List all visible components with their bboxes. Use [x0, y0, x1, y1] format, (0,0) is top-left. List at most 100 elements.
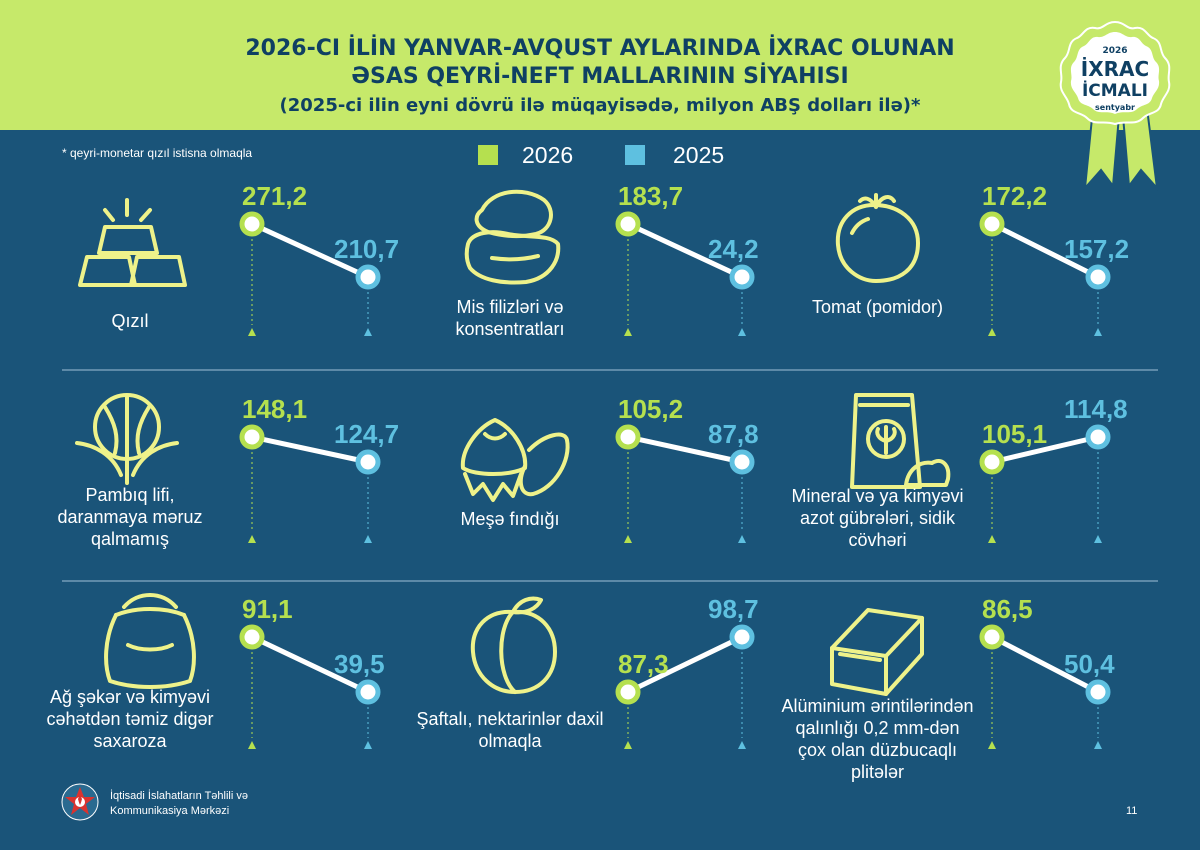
badge-line-1: İXRAC	[1081, 57, 1149, 81]
organization-name: İqtisadi İslahatların Təhlili və Kommuni…	[110, 789, 248, 819]
item-label: Qızıl	[111, 311, 149, 331]
legend-swatch-2025	[625, 145, 645, 165]
value-label-2026: 148,1	[242, 394, 307, 424]
value-label-2026: 172,2	[982, 181, 1047, 211]
triangle-marker-2026	[624, 535, 632, 543]
row-divider	[62, 369, 1158, 371]
cotton-icon	[75, 393, 179, 485]
organization-name-line-1: İqtisadi İslahatların Təhlili və	[110, 790, 248, 802]
slope-line	[625, 434, 745, 465]
triangle-marker-2025	[364, 535, 372, 543]
value-label-2025: 87,8	[708, 419, 759, 449]
triangle-marker-2025	[1094, 328, 1102, 336]
point-2025	[355, 449, 381, 475]
triangle-marker-2026	[988, 535, 996, 543]
point-2026	[239, 624, 265, 650]
point-2025	[729, 264, 755, 290]
point-2026	[979, 211, 1005, 237]
slope-line	[625, 221, 745, 280]
subtitle: (2025-ci ilin eyni dövrü ilə müqayisədə,…	[279, 95, 921, 116]
item-label: Pambıq lifi, daranmaya məruz qalmamış	[57, 485, 203, 549]
page-number: 11	[1126, 805, 1138, 817]
peach-icon	[470, 596, 557, 694]
item-label: Alüminium ərintilərindən qalınlığı 0,2 m…	[781, 696, 974, 782]
value-label-2026: 271,2	[242, 181, 307, 211]
slope-line	[989, 634, 1101, 695]
triangle-marker-2026	[988, 741, 996, 749]
hazelnut-icon	[460, 418, 570, 502]
slope-line	[989, 221, 1101, 280]
triangle-marker-2025	[738, 535, 746, 543]
copper-ore-icon	[464, 189, 561, 285]
item-label: Ağ şəkər və kimyəvi cəhətdən təmiz digər…	[46, 687, 214, 751]
legend-swatch-2026	[478, 145, 498, 165]
point-2026	[979, 449, 1005, 475]
triangle-marker-2026	[248, 741, 256, 749]
tomato-icon	[835, 193, 920, 283]
sugar-sack-icon	[104, 593, 196, 689]
title-line-2: ƏSAS QEYRİ-NEFT MALLARININ SİYAHISI	[351, 64, 849, 89]
value-label-2025: 50,4	[1064, 649, 1115, 679]
slope-line	[989, 434, 1101, 465]
slope-line	[249, 221, 371, 280]
point-2025	[1085, 264, 1111, 290]
value-label-2025: 98,7	[708, 594, 759, 624]
triangle-marker-2025	[738, 328, 746, 336]
badge-year: 2026	[1102, 46, 1127, 56]
triangle-marker-2025	[364, 328, 372, 336]
aluminium-plate-icon	[830, 608, 924, 696]
fertilizer-bag-icon	[850, 393, 951, 489]
badge-month: sentyabr	[1095, 103, 1135, 112]
organization-name-line-2: Kommunikasiya Mərkəzi	[110, 805, 230, 817]
item-label: Meşə fındığı	[460, 509, 560, 529]
title-line-1: 2026-CI İLİN YANVAR-AVQUST AYLARINDA İXR…	[245, 36, 955, 61]
item-label: Mineral və ya kimyəvi azot gübrələri, si…	[791, 486, 964, 550]
point-2025	[1085, 679, 1111, 705]
point-2025	[355, 264, 381, 290]
point-2026	[615, 211, 641, 237]
azerbaijan-emblem-icon	[61, 783, 99, 821]
triangle-marker-2025	[364, 741, 372, 749]
triangle-marker-2026	[248, 535, 256, 543]
item-label: Şaftalı, nektarinlər daxil olmaqla	[416, 709, 604, 751]
slope-line	[625, 634, 745, 695]
point-2026	[979, 624, 1005, 650]
value-label-2025: 210,7	[334, 234, 399, 264]
legend-label-2026: 2026	[522, 142, 574, 168]
value-label-2025: 124,7	[334, 419, 399, 449]
point-2026	[615, 424, 641, 450]
item-label: Tomat (pomidor)	[811, 297, 944, 317]
point-2026	[239, 424, 265, 450]
point-2026	[615, 679, 641, 705]
slope-line	[249, 434, 371, 465]
triangle-marker-2025	[738, 741, 746, 749]
point-2025	[1085, 424, 1111, 450]
row-divider	[62, 580, 1158, 582]
ixrac-icmali-badge: 2026 İXRAC İCMALI sentyabr	[1059, 20, 1171, 192]
triangle-marker-2026	[624, 741, 632, 749]
value-label-2026: 183,7	[618, 181, 683, 211]
value-label-2025: 39,5	[334, 649, 385, 679]
point-2025	[355, 679, 381, 705]
value-label-2026: 91,1	[242, 594, 293, 624]
triangle-marker-2026	[624, 328, 632, 336]
footnote: * qeyri-monetar qızıl istisna olmaqla	[62, 146, 253, 160]
value-label-2026: 87,3	[618, 649, 669, 679]
gold-bars-icon	[78, 198, 187, 287]
triangle-marker-2026	[988, 328, 996, 336]
value-label-2026: 105,1	[982, 419, 1047, 449]
point-2025	[729, 449, 755, 475]
value-label-2025: 157,2	[1064, 234, 1129, 264]
value-label-2025: 24,2	[708, 234, 759, 264]
value-label-2026: 105,2	[618, 394, 683, 424]
badge-line-2: İCMALI	[1082, 79, 1148, 101]
point-2026	[239, 211, 265, 237]
header-banner: 2026-CI İLİN YANVAR-AVQUST AYLARINDA İXR…	[0, 0, 1200, 130]
item-label: Mis filizləri və konsentratları	[455, 297, 565, 339]
point-2025	[729, 624, 755, 650]
value-label-2025: 114,8	[1064, 394, 1128, 424]
slope-line	[249, 634, 371, 695]
triangle-marker-2025	[1094, 535, 1102, 543]
